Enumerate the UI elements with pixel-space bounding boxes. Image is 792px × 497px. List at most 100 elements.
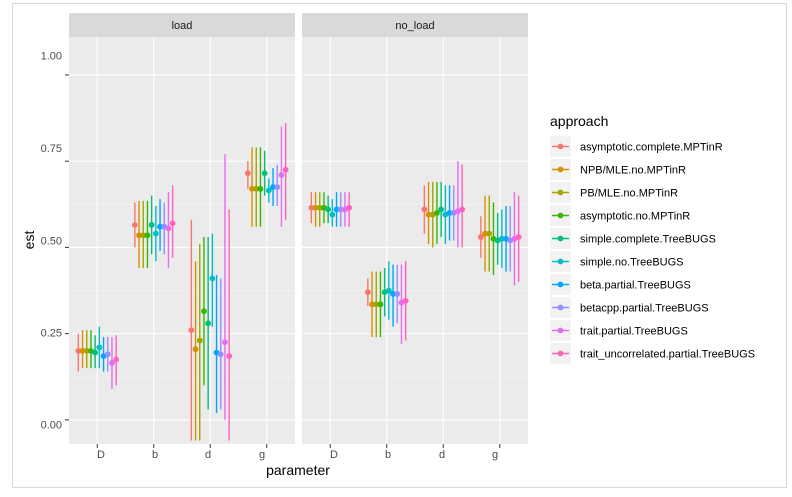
estimate-point bbox=[165, 225, 172, 232]
estimate-point bbox=[196, 337, 203, 344]
estimate-point bbox=[446, 210, 453, 216]
y-tick-label: 1.00 bbox=[41, 51, 62, 63]
y-tick-label: 0.25 bbox=[41, 328, 62, 340]
estimate-point bbox=[498, 235, 505, 242]
x-tick-label: D bbox=[97, 449, 105, 461]
legend-label: betacpp.partial.TreeBUGS bbox=[580, 303, 709, 315]
estimate-point bbox=[459, 206, 466, 213]
estimate-point bbox=[257, 185, 264, 192]
x-tick-label: d bbox=[439, 449, 445, 461]
estimate-point bbox=[312, 204, 319, 211]
legend-label: NPB/MLE.no.MPTinR bbox=[580, 165, 686, 177]
estimate-point bbox=[205, 320, 212, 327]
legend-label: asymptotic.complete.MPTinR bbox=[580, 142, 723, 154]
estimate-point bbox=[96, 344, 103, 351]
estimate-point bbox=[333, 206, 340, 213]
estimate-point bbox=[364, 289, 371, 296]
legend-key-point bbox=[557, 143, 564, 150]
x-tick-label: b bbox=[385, 449, 391, 461]
estimate-point bbox=[131, 222, 138, 228]
legend-key-point bbox=[557, 166, 564, 173]
x-tick-label: D bbox=[330, 449, 338, 461]
estimate-point bbox=[421, 206, 428, 213]
x-tick-label: g bbox=[259, 449, 265, 461]
estimate-point bbox=[515, 234, 522, 240]
legend-label: trait.partial.TreeBUGS bbox=[580, 326, 688, 338]
data-marks bbox=[75, 123, 522, 441]
legend-key-point bbox=[557, 327, 564, 334]
estimate-point bbox=[169, 220, 176, 227]
legend-title: approach bbox=[550, 113, 608, 129]
estimate-point bbox=[282, 166, 289, 173]
legend-label: PB/MLE.no.MPTinR bbox=[580, 188, 678, 200]
estimate-point bbox=[308, 204, 315, 211]
strip-no-load bbox=[302, 13, 528, 37]
legend-key-point bbox=[557, 189, 564, 196]
legend-key-point bbox=[557, 258, 564, 265]
estimate-point bbox=[222, 339, 228, 346]
x-tick-label: g bbox=[492, 449, 498, 461]
y-tick-label: 0.50 bbox=[41, 236, 62, 248]
estimate-point bbox=[274, 184, 281, 190]
estimate-point bbox=[217, 351, 224, 358]
estimate-point bbox=[373, 301, 380, 308]
legend-key-point bbox=[557, 304, 564, 311]
estimate-point bbox=[325, 206, 332, 213]
estimate-point bbox=[136, 232, 142, 239]
x-tick-label: d bbox=[205, 449, 211, 461]
legend-label: simple.no.TreeBUGS bbox=[580, 257, 684, 269]
legend-label: asymptotic.no.MPTinR bbox=[580, 211, 690, 223]
legend-key-point bbox=[557, 281, 564, 288]
legend-label: simple.complete.TreeBUGS bbox=[580, 234, 716, 246]
estimate-point bbox=[265, 187, 272, 194]
panel-load bbox=[69, 37, 295, 444]
estimate-point bbox=[385, 287, 392, 294]
estimate-point bbox=[337, 206, 344, 213]
estimate-point bbox=[109, 360, 115, 366]
axes: 0.00 0.25 0.50 0.75 1.00 D b d g D b d g… bbox=[21, 51, 501, 478]
estimate-point bbox=[188, 327, 195, 334]
estimate-point bbox=[152, 230, 159, 237]
estimate-point bbox=[253, 185, 260, 192]
estimate-point bbox=[104, 351, 111, 358]
legend-label: trait_uncorrelated.partial.TreeBUGS bbox=[580, 349, 755, 361]
estimate-point bbox=[329, 211, 336, 218]
x-axis-title: parameter bbox=[266, 462, 330, 478]
legend-key-point bbox=[557, 350, 564, 357]
estimate-point bbox=[377, 301, 384, 308]
estimate-point bbox=[482, 230, 488, 237]
estimate-point bbox=[425, 211, 432, 218]
strip-label-load: load bbox=[172, 20, 193, 32]
estimate-point bbox=[346, 204, 353, 211]
estimate-point bbox=[192, 346, 199, 353]
panel-no-load bbox=[302, 37, 528, 444]
estimate-point bbox=[402, 297, 409, 304]
estimate-point bbox=[369, 301, 375, 308]
estimate-point bbox=[244, 170, 251, 177]
estimate-point bbox=[390, 291, 396, 297]
estimate-point bbox=[434, 210, 440, 216]
estimate-point bbox=[316, 204, 323, 211]
estimate-point bbox=[148, 222, 155, 228]
estimate-point bbox=[83, 347, 90, 354]
estimate-point bbox=[92, 349, 99, 356]
estimate-point bbox=[79, 347, 86, 354]
strip-load bbox=[69, 13, 295, 37]
legend: approach asymptotic.complete.MPTinR NPB/M… bbox=[550, 113, 755, 364]
estimate-point bbox=[438, 206, 445, 213]
estimate-point bbox=[113, 356, 120, 363]
legend-key-point bbox=[557, 235, 564, 242]
estimate-point bbox=[226, 353, 233, 359]
estimate-point bbox=[209, 275, 216, 282]
x-tick-label: b bbox=[152, 449, 158, 461]
estimate-point bbox=[201, 308, 207, 315]
estimate-point bbox=[157, 223, 163, 230]
strip-label-no-load: no_load bbox=[395, 20, 434, 32]
estimate-point bbox=[261, 170, 268, 177]
estimate-point bbox=[477, 234, 484, 240]
y-tick-label: 0.00 bbox=[41, 420, 62, 432]
y-axis-title: est bbox=[21, 231, 37, 250]
estimate-point bbox=[75, 347, 82, 354]
estimate-point bbox=[486, 230, 493, 237]
